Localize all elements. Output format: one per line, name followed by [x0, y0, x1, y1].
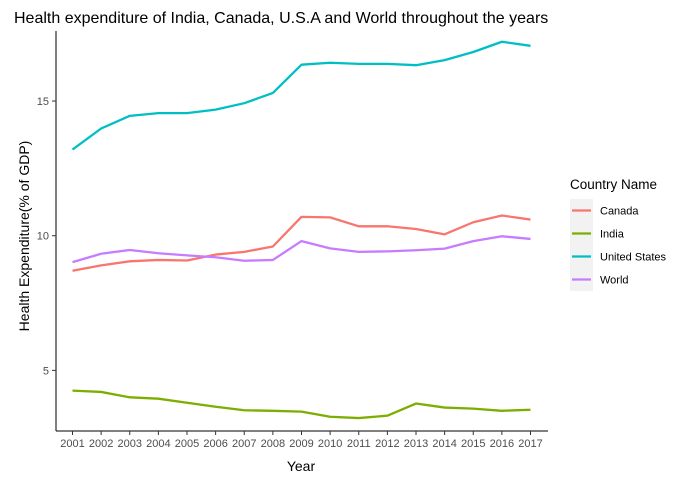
x-tick-label: 2012	[375, 438, 399, 450]
x-tick-label: 2009	[289, 438, 313, 450]
x-tick-label: 2002	[89, 438, 113, 450]
x-tick-label: 2001	[60, 438, 84, 450]
axes	[52, 31, 548, 435]
legend-label-india: India	[600, 229, 625, 241]
x-tick-label: 2004	[146, 438, 170, 450]
x-tick-label: 2007	[232, 438, 256, 450]
x-tick-label: 2014	[432, 438, 456, 450]
legend-label-canada: Canada	[600, 206, 639, 218]
legend: Country Name Canada India United States Wor…	[570, 177, 667, 291]
x-axis-title: Year	[287, 458, 316, 474]
series-line-canada	[72, 214, 531, 272]
y-tick-label: 15	[37, 96, 49, 108]
x-tick-label: 2008	[261, 438, 285, 450]
x-tick-label: 2017	[518, 438, 542, 450]
series-lines	[71, 40, 531, 420]
legend-label-united-states: United States	[600, 252, 667, 264]
legend-label-world: World	[600, 275, 629, 287]
series-line-india	[72, 389, 531, 420]
y-tick-label: 5	[43, 365, 49, 377]
x-tick-label: 2006	[203, 438, 227, 450]
chart-title: Health expenditure of India, Canada, U.S…	[14, 10, 548, 27]
x-tick-label: 2015	[461, 438, 485, 450]
y-axis-title: Health Expenditure(% of GDP)	[16, 141, 32, 332]
x-tick-label: 2011	[347, 438, 371, 450]
x-tick-label: 2005	[175, 438, 199, 450]
x-tick-label: 2016	[490, 438, 514, 450]
y-tick-labels: 5 10 15	[37, 96, 49, 377]
x-tick-label: 2010	[318, 438, 342, 450]
legend-title: Country Name	[570, 177, 657, 192]
x-tick-labels: 2001 2002 2003 2004 2005 2006 2007 2008 2009 2010…	[60, 438, 542, 450]
y-tick-label: 10	[37, 231, 49, 243]
x-tick-label: 2003	[118, 438, 142, 450]
series-line-world	[72, 235, 531, 264]
series-line-united-states	[71, 40, 531, 151]
x-tick-label: 2013	[404, 438, 428, 450]
